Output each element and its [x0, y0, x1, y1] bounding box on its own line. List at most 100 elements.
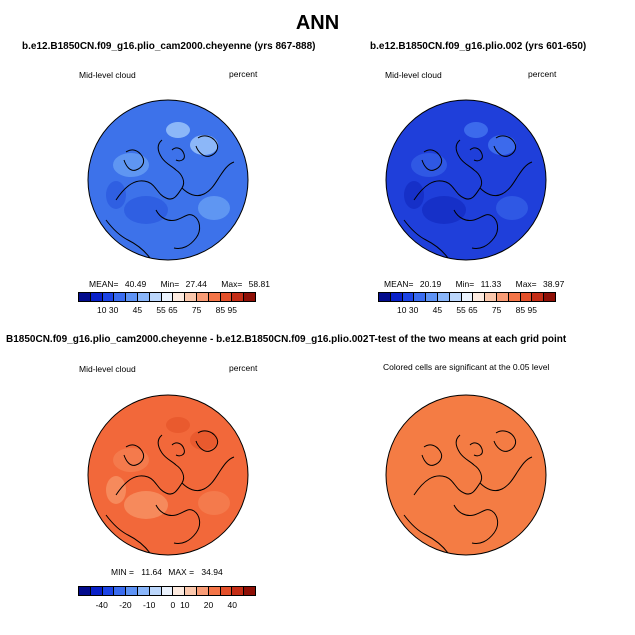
colorbar-swatch: [90, 293, 103, 301]
colorbar-tick-label: 10: [396, 305, 407, 315]
colorbar-tick-label: 65: [468, 305, 478, 315]
coastline: [105, 219, 151, 259]
colorbar-swatch: [161, 587, 174, 595]
colorbar-swatch: [449, 293, 462, 301]
colorbar-swatch: [485, 293, 497, 301]
colorbar-tick-label: 30: [408, 305, 419, 315]
map-contour-patch: [190, 430, 218, 450]
panel-2-units-label: percent: [528, 69, 557, 79]
colorbar-swatch: [126, 587, 138, 595]
panel-4-significance-note: Colored cells are significant at the 0.0…: [383, 362, 550, 372]
coastline: [421, 444, 443, 466]
panel-3-min-value: 11.64: [141, 567, 162, 577]
panel-3-units-label: percent: [229, 363, 258, 373]
coastline: [123, 444, 145, 466]
colorbar-swatch: [114, 293, 127, 301]
coastline: [123, 149, 145, 171]
map-border: [385, 394, 547, 556]
map-contour-patch: [422, 196, 466, 224]
map-contour-patch: [190, 135, 218, 155]
map-contour-patch: [113, 448, 149, 472]
colorbar-swatch: [220, 293, 233, 301]
coastline: [453, 504, 499, 544]
coastline: [403, 219, 449, 259]
panel-2-stats: MEAN= 20.19 Min= 11.33 Max= 38.97: [384, 279, 564, 289]
panel-3-stats: MIN = 11.64 MAX = 34.94: [111, 567, 223, 577]
panel-1-units-label: percent: [229, 69, 258, 79]
map-contour-patch: [113, 153, 149, 177]
panel-1-mean-label: MEAN=: [89, 279, 119, 289]
colorbar-swatch: [437, 293, 450, 301]
map-contour-patch: [411, 153, 447, 177]
panel-1-colorbar-ticks: 10 30 45 55 65 75 85 95: [78, 305, 256, 317]
map-contour-patch: [198, 196, 230, 220]
panel-3-title: B1850CN.f09_g16.plio_cam2000.cheyenne - …: [6, 334, 369, 345]
panel-1-stats: MEAN= 40.49 Min= 27.44 Max= 58.81: [89, 279, 270, 289]
colorbar-swatch: [196, 587, 209, 595]
map-contour-patch: [464, 122, 488, 138]
panel-1-min-value: 27.44: [185, 279, 207, 289]
colorbar-tick-label: 40: [227, 600, 237, 610]
colorbar-swatch: [90, 587, 103, 595]
panel-3-max-label: MAX =: [168, 567, 195, 577]
colorbar-tick-label: 95: [527, 305, 537, 315]
coastline: [469, 147, 483, 162]
coastline: [155, 504, 201, 544]
map-contour-patch: [404, 181, 424, 209]
colorbar-swatch: [161, 293, 174, 301]
colorbar-tick-label: 10: [96, 305, 107, 315]
colorbar-swatch: [379, 293, 391, 301]
colorbar-swatch: [473, 293, 486, 301]
colorbar-swatch: [532, 293, 545, 301]
colorbar-tick-label: 95: [227, 305, 237, 315]
colorbar-swatch: [79, 293, 91, 301]
panel-3-min-label: MIN =: [111, 567, 134, 577]
colorbar-swatch: [196, 293, 209, 301]
panel-2-mean-value: 20.19: [419, 279, 442, 289]
colorbar-swatch: [102, 587, 115, 595]
panel-4-title: T-test of the two means at each grid poi…: [369, 334, 567, 345]
panel-3-colorbar-ticks: -40 -20 -10 0 10 20 40: [78, 600, 256, 612]
coastline: [493, 135, 517, 157]
colorbar-tick-label: 45: [432, 305, 443, 315]
coastline: [493, 430, 517, 452]
colorbar-swatch: [232, 293, 245, 301]
panel-3-colorbar: [78, 586, 256, 596]
coastline: [479, 456, 533, 492]
coastline: [421, 149, 443, 171]
map-contour-patch: [124, 196, 168, 224]
colorbar-swatch: [390, 293, 403, 301]
map-border: [385, 99, 547, 261]
colorbar-swatch: [149, 293, 162, 301]
map-fill: [88, 395, 248, 555]
colorbar-tick-label: 55: [156, 305, 166, 315]
colorbar-tick-label: -40: [95, 600, 108, 610]
colorbar-swatch: [544, 293, 555, 301]
panel-1-colorbar: [78, 292, 256, 302]
coastline: [171, 442, 185, 457]
map-contour-patch: [166, 417, 190, 433]
panel-2-polar-map: [385, 99, 547, 261]
map-contour-patch: [106, 181, 126, 209]
panel-1-title: b.e12.B1850CN.f09_g16.plio_cam2000.cheye…: [22, 41, 316, 52]
colorbar-tick-label: -10: [143, 600, 156, 610]
colorbar-swatch: [102, 293, 115, 301]
colorbar-tick-label: 20: [203, 600, 214, 610]
map-contour-patch: [124, 491, 168, 519]
colorbar-swatch: [414, 293, 427, 301]
colorbar-swatch: [402, 293, 415, 301]
colorbar-tick-label: 85: [215, 305, 226, 315]
colorbar-swatch: [79, 587, 91, 595]
colorbar-swatch: [508, 293, 521, 301]
colorbar-tick-label: 65: [168, 305, 178, 315]
coastline: [403, 514, 449, 554]
map-fill: [88, 100, 248, 260]
colorbar-swatch: [114, 587, 127, 595]
panel-1-min-label: Min=: [160, 279, 180, 289]
page-title: ANN: [295, 12, 340, 34]
colorbar-tick-label: 30: [108, 305, 119, 315]
colorbar-tick-label: -20: [119, 600, 132, 610]
coastline: [195, 135, 219, 157]
colorbar-swatch: [244, 587, 255, 595]
colorbar-swatch: [208, 587, 221, 595]
